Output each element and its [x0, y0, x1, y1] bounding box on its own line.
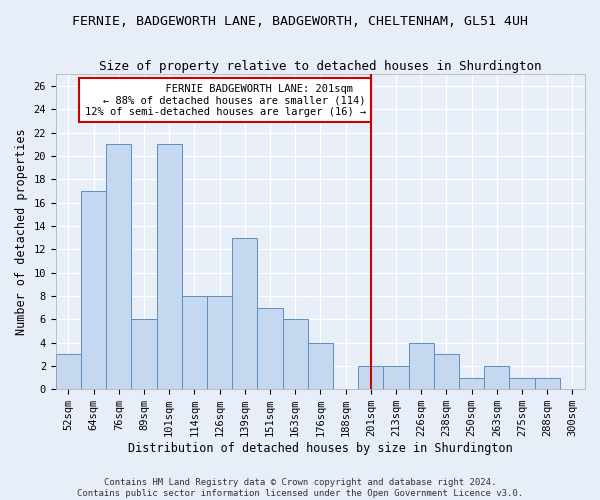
- Bar: [308, 342, 333, 389]
- Text: FERNIE BADGEWORTH LANE: 201sqm  
← 88% of detached houses are smaller (114)
12% : FERNIE BADGEWORTH LANE: 201sqm ← 88% of …: [85, 84, 366, 116]
- Bar: [434, 354, 459, 389]
- Bar: [409, 342, 434, 389]
- Bar: [81, 191, 106, 389]
- Bar: [56, 354, 81, 389]
- Bar: [358, 366, 383, 389]
- Bar: [383, 366, 409, 389]
- Bar: [459, 378, 484, 389]
- X-axis label: Distribution of detached houses by size in Shurdington: Distribution of detached houses by size …: [128, 442, 513, 455]
- Bar: [232, 238, 257, 389]
- Bar: [484, 366, 509, 389]
- Bar: [257, 308, 283, 389]
- Bar: [535, 378, 560, 389]
- Bar: [106, 144, 131, 389]
- Text: Contains HM Land Registry data © Crown copyright and database right 2024.
Contai: Contains HM Land Registry data © Crown c…: [77, 478, 523, 498]
- Bar: [207, 296, 232, 389]
- Bar: [157, 144, 182, 389]
- Text: FERNIE, BADGEWORTH LANE, BADGEWORTH, CHELTENHAM, GL51 4UH: FERNIE, BADGEWORTH LANE, BADGEWORTH, CHE…: [72, 15, 528, 28]
- Bar: [509, 378, 535, 389]
- Bar: [283, 319, 308, 389]
- Title: Size of property relative to detached houses in Shurdington: Size of property relative to detached ho…: [99, 60, 542, 73]
- Bar: [131, 319, 157, 389]
- Y-axis label: Number of detached properties: Number of detached properties: [15, 128, 28, 335]
- Bar: [182, 296, 207, 389]
